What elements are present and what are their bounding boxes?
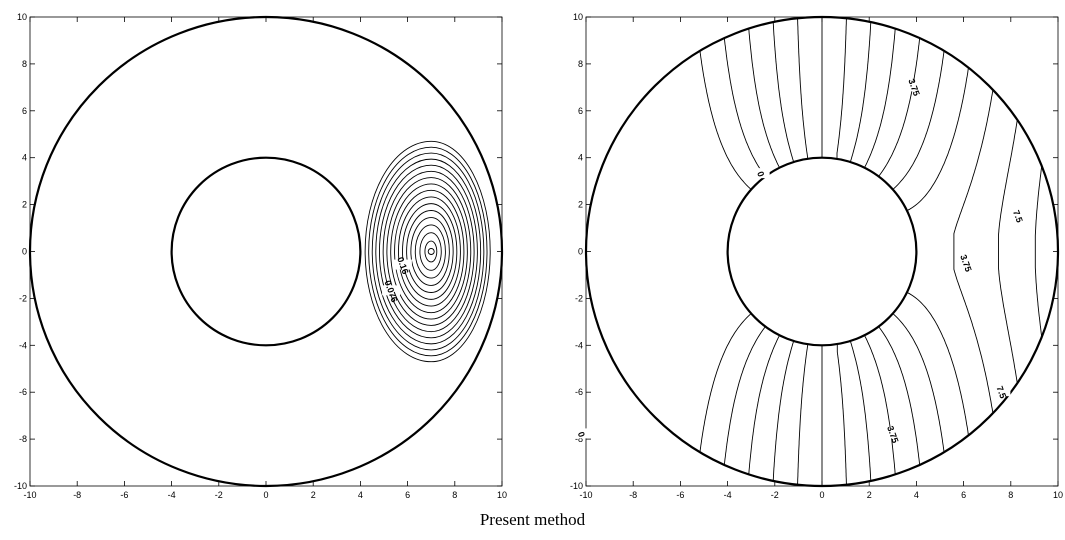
contour-label-bg — [992, 386, 1011, 397]
figure-caption: Present method — [479, 510, 586, 529]
contour-line — [771, 17, 815, 487]
x-tick-label: 8 — [452, 490, 457, 500]
plot-frame — [29, 16, 503, 487]
y-tick-label: 0 — [22, 247, 27, 257]
x-tick-label: 4 — [358, 490, 363, 500]
y-tick-label: -2 — [575, 293, 583, 303]
outer-circle — [584, 15, 1060, 488]
contour-line — [829, 17, 873, 487]
y-tick-label: -2 — [19, 293, 27, 303]
contour-line — [368, 146, 488, 357]
x-tick-label: -10 — [23, 490, 36, 500]
contour-label-bg — [883, 428, 902, 439]
contour-label-bg — [1008, 210, 1027, 221]
y-tick-label: 8 — [22, 59, 27, 69]
x-tick-label: -4 — [724, 490, 732, 500]
y-tick-label: -10 — [570, 481, 583, 491]
contour-line — [1034, 17, 1058, 487]
contour-line — [382, 170, 475, 333]
contour-line — [379, 164, 478, 339]
x-tick-label: 4 — [914, 490, 919, 500]
contour-line — [419, 232, 442, 271]
x-tick-label: 10 — [497, 490, 507, 500]
contour-line — [829, 17, 898, 487]
y-tick-label: -6 — [19, 387, 27, 397]
y-tick-label: 4 — [578, 153, 583, 163]
contour-label: 0 — [755, 170, 766, 178]
y-tick-label: 8 — [578, 59, 583, 69]
x-tick-label: 0 — [819, 490, 824, 500]
x-tick-label: -4 — [168, 490, 176, 500]
x-tick-label: 0 — [263, 490, 268, 500]
contour-label-bg — [382, 285, 401, 296]
x-tick-label: -2 — [771, 490, 779, 500]
y-tick-label: 6 — [578, 106, 583, 116]
contour-line — [746, 17, 815, 487]
inner-circle — [726, 156, 918, 347]
contour-label-bg — [751, 168, 770, 179]
contour-line — [375, 158, 482, 345]
contour-line — [402, 203, 458, 300]
y-tick-label: 4 — [22, 153, 27, 163]
contour-line — [796, 17, 816, 487]
y-tick-label: -8 — [575, 434, 583, 444]
contour-label-bg — [572, 428, 591, 439]
contour-line — [410, 217, 450, 286]
inner-circle — [170, 156, 362, 347]
contour-line — [386, 177, 472, 326]
contour-line — [720, 17, 816, 487]
x-tick-label: 2 — [867, 490, 872, 500]
contour-line — [390, 183, 468, 320]
contour-line — [406, 210, 454, 293]
x-tick-label: -8 — [629, 490, 637, 500]
contour-line — [394, 189, 465, 314]
outer-circle — [28, 15, 504, 488]
contour-lines — [364, 140, 491, 363]
x-tick-label: 8 — [1008, 490, 1013, 500]
contour-label-bg — [956, 257, 975, 268]
contour-line — [398, 196, 461, 307]
contour-line — [998, 17, 1032, 487]
y-tick-label: -4 — [575, 340, 583, 350]
contour-line — [364, 140, 491, 363]
x-tick-label: -6 — [120, 490, 128, 500]
right-contour-panel: -10 -8 -6 -4 -2 0 2 4 6 8 10-10-8-6-4-20246810003.… — [570, 12, 1063, 500]
x-tick-label: -8 — [73, 490, 81, 500]
contour-line — [371, 152, 485, 351]
y-tick-label: 0 — [578, 247, 583, 257]
y-tick-label: 6 — [22, 106, 27, 116]
x-tick-label: -6 — [676, 490, 684, 500]
y-tick-label: 2 — [578, 200, 583, 210]
contour-label: 7.5 — [995, 385, 1009, 400]
y-tick-label: 10 — [17, 12, 27, 22]
x-tick-label: 10 — [1053, 490, 1063, 500]
y-tick-label: -10 — [14, 481, 27, 491]
contour-label: 7.5 — [1011, 209, 1025, 224]
y-tick-label: -6 — [575, 387, 583, 397]
x-tick-label: 2 — [311, 490, 316, 500]
y-tick-label: 2 — [22, 200, 27, 210]
y-tick-label: -8 — [19, 434, 27, 444]
y-tick-label: -4 — [19, 340, 27, 350]
x-tick-label: 6 — [405, 490, 410, 500]
contour-line — [414, 224, 446, 279]
contour-line — [424, 240, 438, 263]
contour-lines — [694, 17, 1058, 487]
x-tick-label: -10 — [579, 490, 592, 500]
left-contour-panel: -10 -8 -6 -4 -2 0 2 4 6 8 10-10-8-6-4-202468100.16… — [14, 12, 507, 500]
contour-line — [836, 17, 848, 487]
y-tick-label: 10 — [573, 12, 583, 22]
contour-label-bg — [393, 259, 412, 270]
contour-label: 0 — [576, 430, 587, 438]
x-tick-label: 6 — [961, 490, 966, 500]
contour-label-bg — [905, 81, 924, 92]
contour-peak-marker — [427, 248, 435, 255]
x-tick-label: -2 — [215, 490, 223, 500]
